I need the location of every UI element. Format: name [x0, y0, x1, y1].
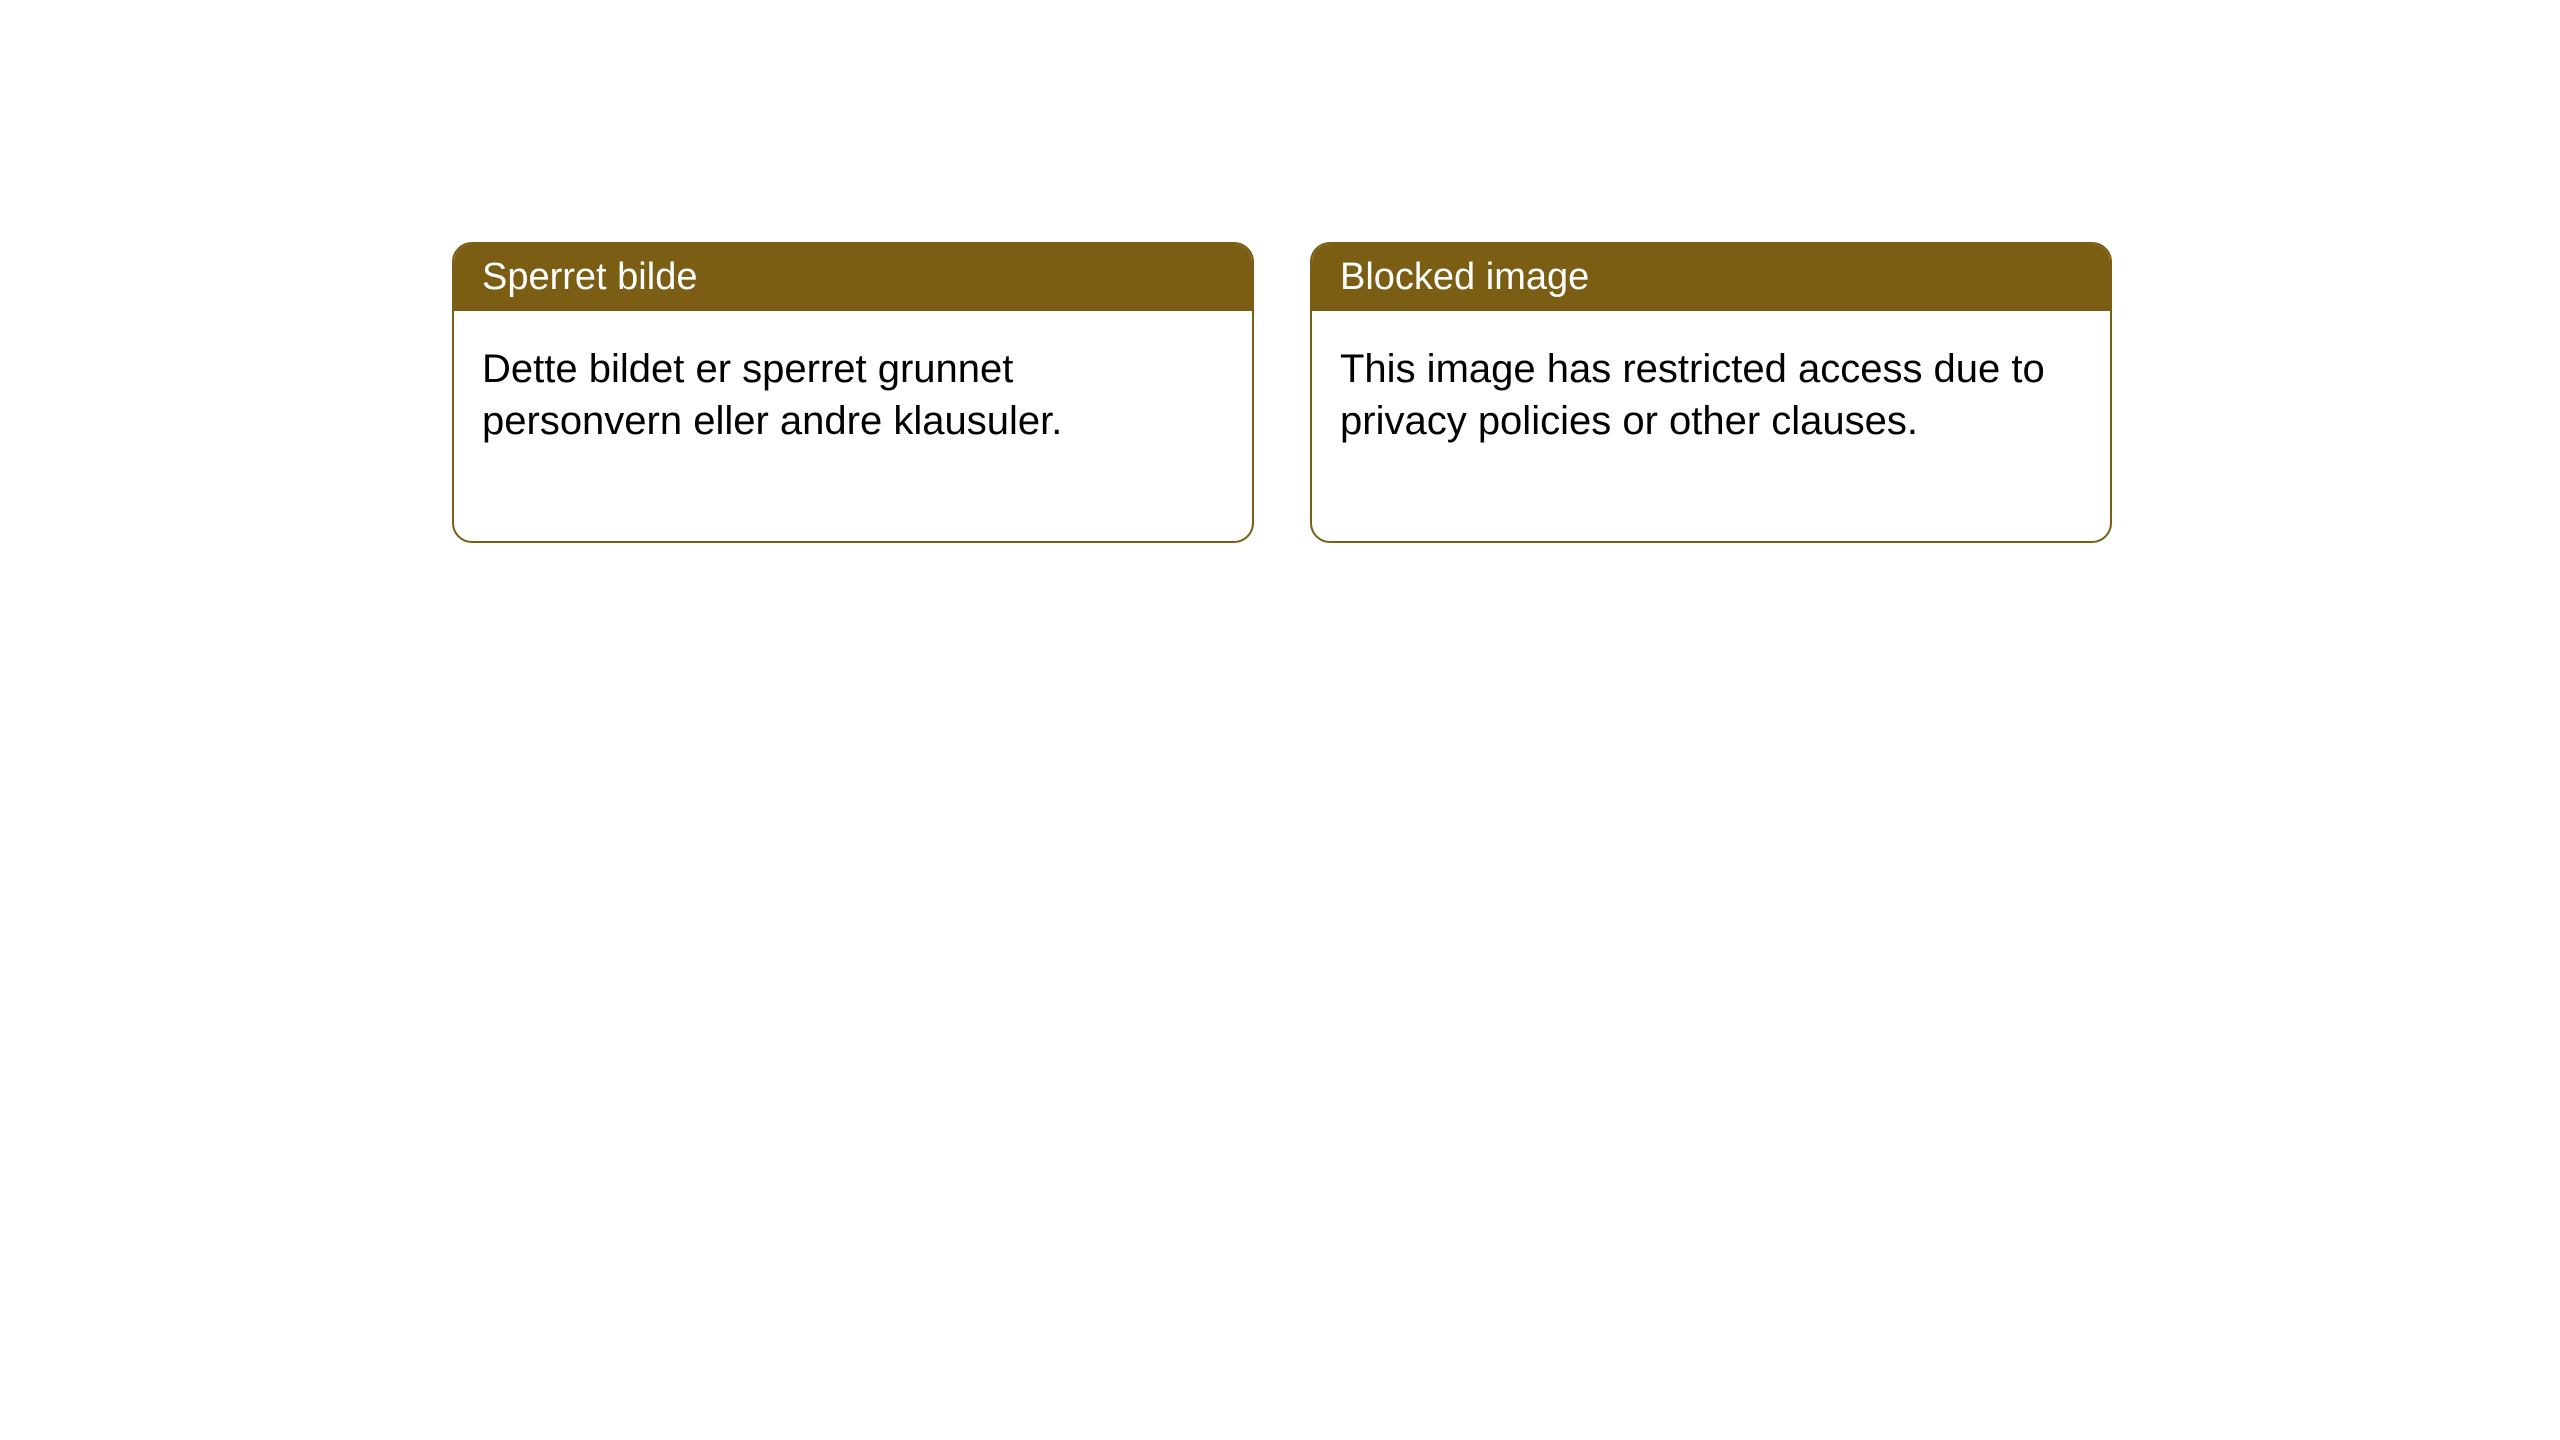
notice-title-no: Sperret bilde	[482, 256, 697, 298]
notice-card-en: Blocked image This image has restricted …	[1310, 242, 2112, 543]
notice-text-en: This image has restricted access due to …	[1340, 347, 2045, 443]
notice-body-no: Dette bildet er sperret grunnet personve…	[454, 311, 1252, 541]
notice-title-en: Blocked image	[1340, 256, 1589, 298]
notice-body-en: This image has restricted access due to …	[1312, 311, 2110, 541]
notice-header-en: Blocked image	[1312, 244, 2110, 311]
notice-header-no: Sperret bilde	[454, 244, 1252, 311]
notice-card-no: Sperret bilde Dette bildet er sperret gr…	[452, 242, 1254, 543]
notice-container: Sperret bilde Dette bildet er sperret gr…	[0, 0, 2560, 543]
notice-text-no: Dette bildet er sperret grunnet personve…	[482, 347, 1062, 443]
